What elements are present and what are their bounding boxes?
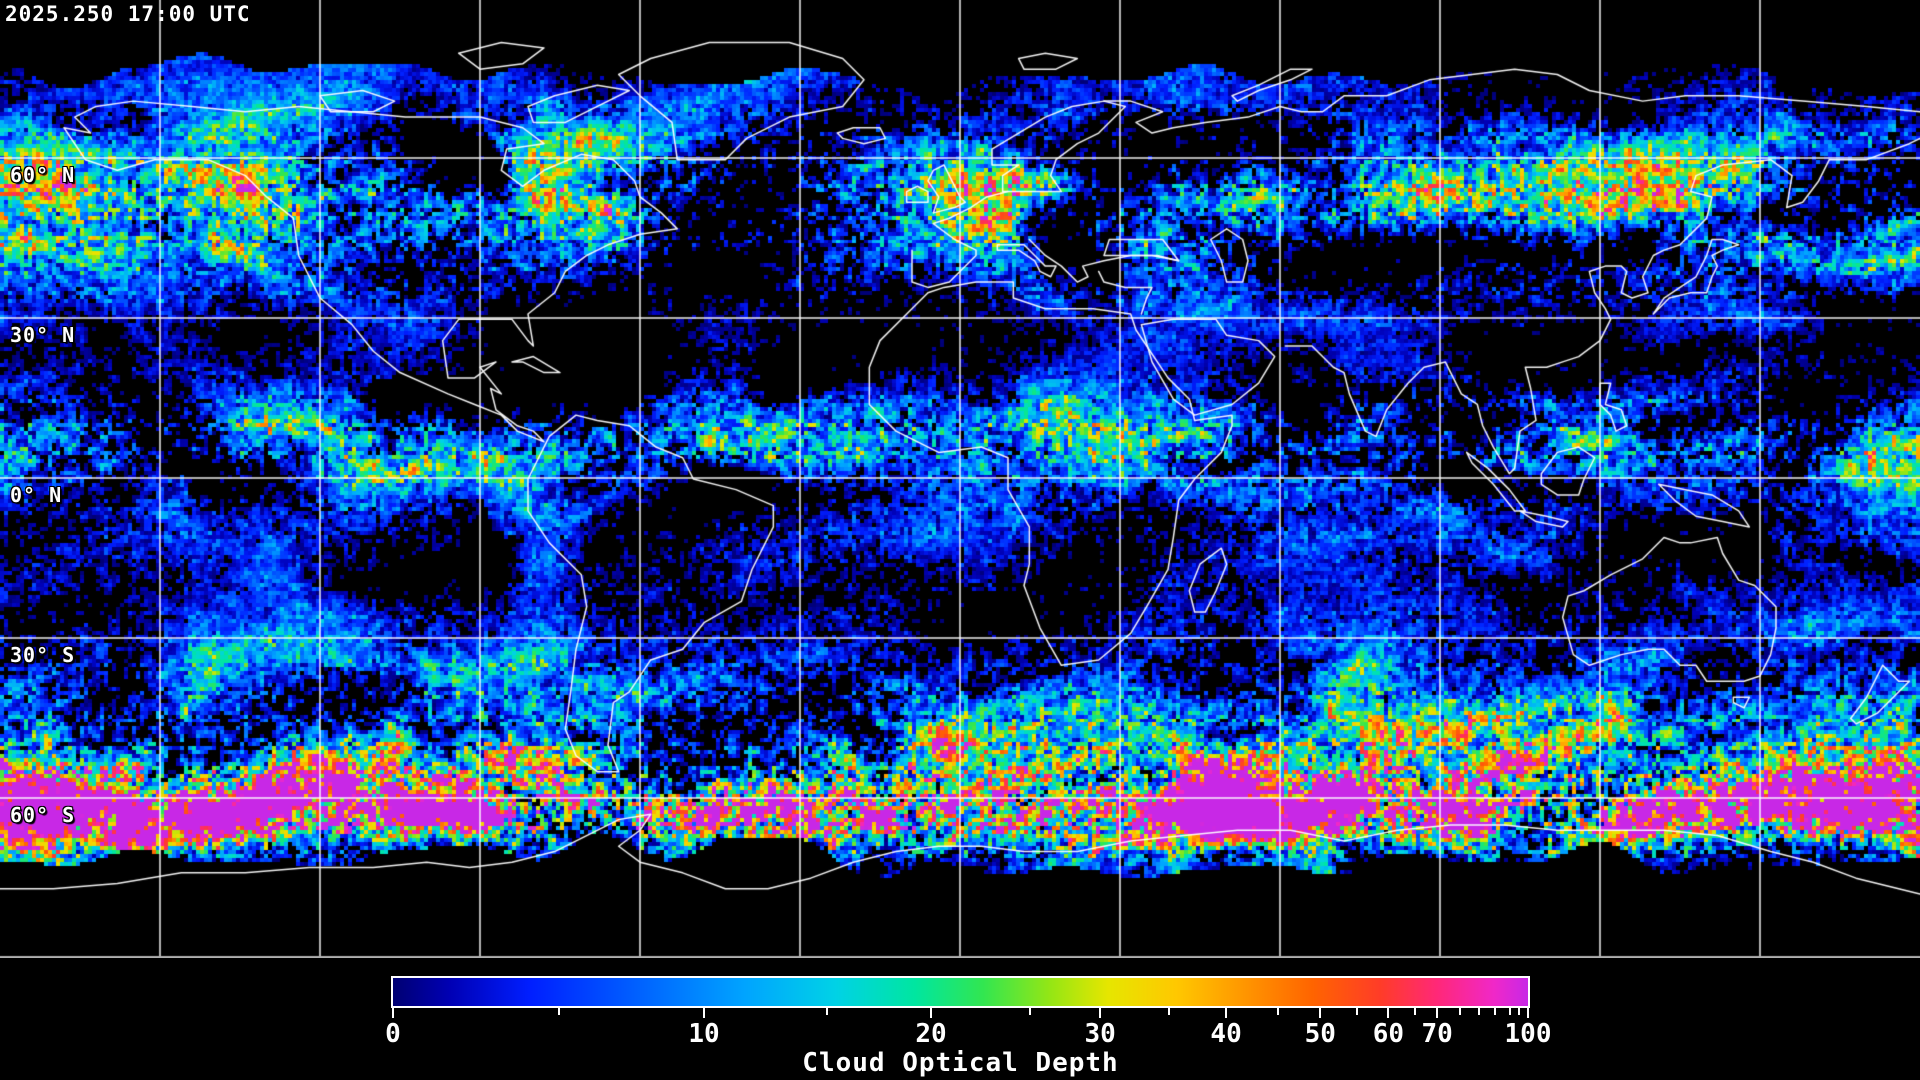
colorbar-tick-label: 10 xyxy=(688,1019,720,1049)
colorbar-tick xyxy=(1508,1006,1511,1015)
colorbar-tick xyxy=(1436,1006,1439,1018)
colorbar-tick xyxy=(1458,1006,1461,1015)
colorbar-tick xyxy=(1277,1006,1280,1015)
latitude-label: 60° S xyxy=(10,803,76,827)
colorbar-tick xyxy=(702,1006,705,1018)
colorbar-gradient xyxy=(393,978,1528,1006)
colorbar-tick xyxy=(1478,1006,1481,1015)
colorbar-tick xyxy=(1099,1006,1102,1018)
colorbar-tick xyxy=(1225,1006,1228,1018)
colorbar-tick xyxy=(929,1006,932,1018)
colorbar-tick-label: 70 xyxy=(1421,1019,1453,1049)
colorbar-tick xyxy=(392,1006,394,1018)
timestamp-label: 2025.250 17:00 UTC xyxy=(5,2,251,26)
colorbar-tick-label: 100 xyxy=(1504,1019,1552,1049)
colorbar-tick xyxy=(1319,1006,1322,1018)
colorbar-tick xyxy=(1413,1006,1416,1015)
colorbar-tick-label: 30 xyxy=(1084,1019,1116,1049)
colorbar xyxy=(391,976,1530,1008)
colorbar-tick xyxy=(1355,1006,1358,1015)
colorbar-tick xyxy=(1517,1006,1520,1015)
colorbar-tick-label: 50 xyxy=(1304,1019,1336,1049)
latitude-label: 30° N xyxy=(10,323,76,347)
latitude-label: 60° N xyxy=(10,163,76,187)
colorbar-tick xyxy=(557,1006,560,1015)
cloud-map-canvas xyxy=(0,0,1920,958)
colorbar-tick xyxy=(1387,1006,1390,1018)
colorbar-tick xyxy=(1527,1006,1529,1018)
colorbar-tick xyxy=(825,1006,828,1015)
colorbar-tick-label: 60 xyxy=(1372,1019,1405,1049)
colorbar-tick xyxy=(1028,1006,1031,1015)
latitude-label: 30° S xyxy=(10,643,76,667)
colorbar-tick xyxy=(1168,1006,1171,1015)
colorbar-title: Cloud Optical Depth xyxy=(802,1048,1119,1078)
colorbar-tick-label: 40 xyxy=(1210,1019,1242,1049)
colorbar-tick-label: 20 xyxy=(915,1019,947,1049)
latitude-label: 0° N xyxy=(10,483,63,507)
colorbar-tick xyxy=(1494,1006,1497,1015)
colorbar-tick-label: 0 xyxy=(385,1019,401,1049)
